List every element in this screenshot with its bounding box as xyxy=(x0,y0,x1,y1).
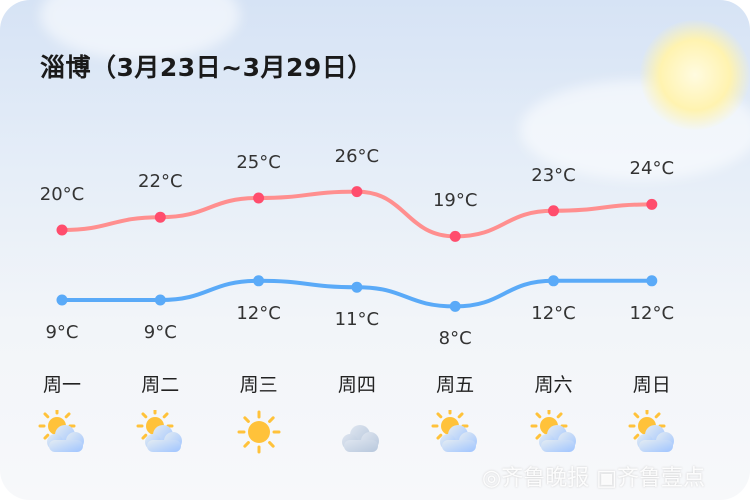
high-temp-label: 25°C xyxy=(236,152,281,173)
high-temp-label: 23°C xyxy=(531,164,576,186)
watermark-logo: ◎齐鲁晚报 ▣齐鲁壹点 xyxy=(482,466,705,491)
low-temp-point xyxy=(56,294,68,306)
high-temp-label: 26°C xyxy=(334,145,380,167)
low-temp-point xyxy=(646,275,658,287)
high-temp-point xyxy=(351,186,363,198)
partly-cloudy-icon xyxy=(135,407,185,454)
high-temp-point xyxy=(56,224,68,236)
background-sun xyxy=(640,20,750,130)
high-temp-point xyxy=(548,205,559,217)
partly-cloudy-icon xyxy=(37,407,87,454)
low-temp-label: 12°C xyxy=(236,302,281,324)
day-label: 周一 xyxy=(42,374,82,396)
high-temp-point xyxy=(646,198,658,210)
day-label: 周六 xyxy=(534,374,573,396)
low-temp-label: 12°C xyxy=(531,302,576,324)
sunny-icon xyxy=(234,410,284,454)
partly-cloudy-icon xyxy=(529,407,579,454)
chart-title: 淄博（3月23日~3月29日） xyxy=(40,53,373,82)
day-label: 周四 xyxy=(337,374,376,396)
high-temp-line xyxy=(61,189,652,239)
day-label: 周日 xyxy=(632,374,671,396)
high-temp-point xyxy=(449,230,461,242)
low-temp-point xyxy=(548,275,559,287)
low-temp-point xyxy=(449,300,461,312)
partly-cloudy-icon xyxy=(430,407,480,454)
low-temp-label: 8°C xyxy=(438,328,472,350)
cloudy-icon xyxy=(332,410,382,454)
high-temp-label: 22°C xyxy=(138,171,183,193)
high-temp-label: 19°C xyxy=(432,190,478,212)
high-temp-point xyxy=(253,192,265,204)
low-temp-label: 11°C xyxy=(334,309,380,331)
day-label: 周五 xyxy=(436,374,475,396)
low-temp-label: 9°C xyxy=(143,322,177,343)
high-temp-label: 24°C xyxy=(629,158,675,180)
high-temp-label: 20°C xyxy=(39,184,85,205)
high-temp-point xyxy=(154,211,166,223)
low-temp-point xyxy=(253,275,265,287)
low-temp-point xyxy=(154,294,166,306)
low-temp-label: 9°C xyxy=(45,322,79,343)
day-label: 周二 xyxy=(141,374,180,396)
low-temp-label: 12°C xyxy=(629,302,675,324)
partly-cloudy-icon xyxy=(627,407,677,454)
day-label: 周三 xyxy=(239,374,278,396)
low-temp-point xyxy=(351,281,363,293)
